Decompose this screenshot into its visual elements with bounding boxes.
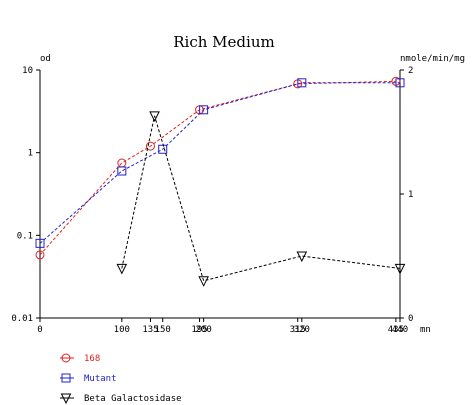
legend-label: Beta Galactosidase bbox=[84, 394, 182, 404]
data-point bbox=[117, 166, 127, 176]
series-layer bbox=[35, 76, 406, 287]
y-right-tick-label: 1 bbox=[408, 190, 413, 200]
data-point bbox=[296, 251, 308, 263]
y-left-axis-label: od bbox=[40, 54, 51, 64]
data-point bbox=[145, 141, 155, 151]
data-point bbox=[297, 78, 307, 88]
data-point bbox=[395, 78, 405, 88]
data-point bbox=[199, 105, 209, 115]
data-point bbox=[35, 238, 45, 248]
x-tick-label: 100 bbox=[114, 325, 130, 335]
legend-entry: Beta Galactosidase bbox=[60, 393, 182, 405]
x-tick-label: 0 bbox=[37, 325, 42, 335]
y-right-axis-label: nmole/min/mg bbox=[400, 54, 465, 64]
x-tick-label: 440 bbox=[392, 325, 408, 335]
x-tick-label: 195 bbox=[191, 325, 207, 335]
data-point bbox=[35, 250, 45, 260]
data-point bbox=[198, 276, 209, 287]
x-tick-label: 200 bbox=[196, 325, 212, 335]
x-tick-label: 435 bbox=[388, 325, 404, 335]
series-2 bbox=[35, 78, 405, 248]
legend-label: Mutant bbox=[84, 374, 117, 384]
x-tick-label: 315 bbox=[290, 325, 306, 335]
legend-entry: Mutant bbox=[60, 373, 117, 384]
data-point bbox=[61, 373, 71, 383]
legend-label: 168 bbox=[84, 354, 100, 364]
y-left-tick-label: 10 bbox=[22, 66, 33, 76]
x-tick-label: 320 bbox=[294, 325, 310, 335]
legend: 168 Mutant Beta Galactosidase bbox=[60, 353, 182, 405]
data-point bbox=[60, 393, 72, 405]
series-line bbox=[121, 115, 401, 282]
data-point bbox=[116, 263, 128, 275]
data-point bbox=[149, 111, 160, 122]
x-tick-label: 135 bbox=[142, 325, 158, 335]
data-point bbox=[61, 353, 71, 363]
series-1 bbox=[35, 76, 401, 260]
chart-title: Rich Medium bbox=[173, 33, 274, 51]
x-axis-unit-label: mn bbox=[420, 325, 431, 335]
y-right-tick-label: 0 bbox=[408, 314, 413, 324]
y-right-tick-label: 2 bbox=[408, 66, 413, 76]
y-left-tick-label: 0.01 bbox=[11, 314, 33, 324]
y-left-tick-label: 0.1 bbox=[17, 231, 33, 241]
data-point bbox=[117, 158, 127, 168]
y-left-tick-label: 1 bbox=[28, 149, 33, 159]
x-tick-label: 150 bbox=[155, 325, 171, 335]
series-line bbox=[39, 82, 400, 244]
data-point bbox=[394, 263, 406, 275]
series-3 bbox=[116, 111, 406, 287]
legend-entry: 168 bbox=[60, 353, 100, 364]
data-point bbox=[158, 144, 168, 154]
series-line bbox=[39, 80, 396, 256]
